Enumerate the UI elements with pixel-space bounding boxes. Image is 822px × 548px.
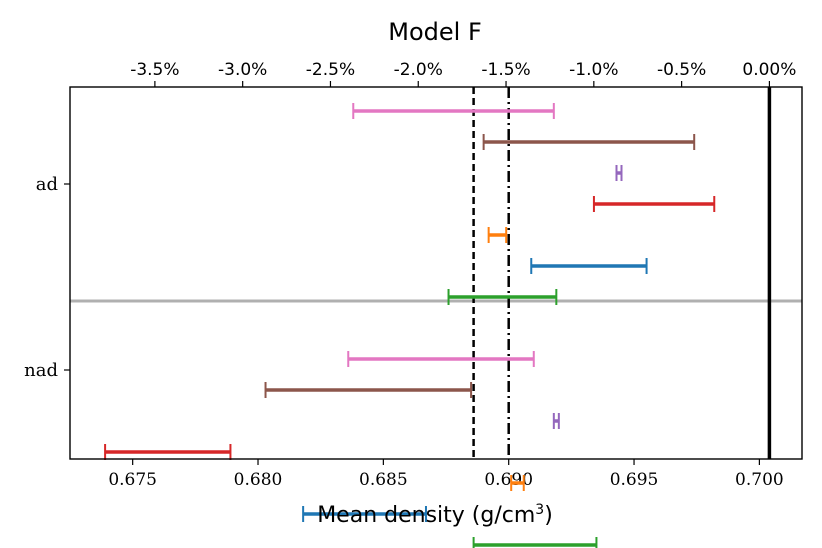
interval-ad-3: [592, 196, 716, 212]
y-tick-label-ad: ad: [36, 174, 58, 195]
interval-nad-11: [510, 475, 525, 491]
reference-lines: [70, 87, 802, 459]
bottom-tick-label: 0.685: [359, 470, 408, 490]
y-axis: ad nad: [24, 174, 70, 381]
x-axis-label-sup: 3: [535, 502, 544, 518]
interval-series: [104, 103, 716, 548]
plot-frame: [69, 86, 803, 460]
top-tick-label: -2.0%: [394, 60, 443, 80]
interval-ad-1: [482, 134, 696, 150]
interval-ad-0: [352, 103, 555, 119]
interval-nad-13: [472, 537, 598, 548]
interval-nad-12: [302, 506, 427, 522]
bottom-axis: 0.675 0.680 0.685 0.690 0.695 0.700: [108, 459, 784, 490]
x-axis-label-main: Mean density (g/cm: [317, 503, 535, 528]
chart-title: Model F: [388, 18, 482, 46]
interval-nad-10: [104, 444, 232, 460]
interval-nad-7: [347, 351, 535, 367]
bottom-tick-label: 0.675: [108, 470, 157, 490]
x-axis-label: Mean density (g/cm3): [317, 502, 553, 528]
top-tick-label: -3.5%: [130, 60, 179, 80]
top-tick-label: -3.0%: [218, 60, 267, 80]
bottom-tick-label: 0.695: [610, 470, 659, 490]
interval-ad-6: [447, 289, 558, 305]
y-tick-label-nad: nad: [24, 360, 58, 381]
bottom-tick-label: 0.690: [484, 470, 533, 490]
top-tick-label: -1.0%: [569, 60, 618, 80]
bottom-tick-label: 0.700: [735, 470, 784, 490]
interval-ad-2: [615, 165, 623, 181]
top-tick-label: -1.5%: [481, 60, 530, 80]
top-tick-label: -2.5%: [306, 60, 355, 80]
x-axis-label-suffix: ): [544, 503, 553, 528]
top-axis: -3.5% -3.0% -2.5% -2.0% -1.5% -1.0% -0.5% 0.00%: [130, 60, 796, 87]
top-tick-label: -0.5%: [657, 60, 706, 80]
interval-ad-5: [530, 258, 648, 274]
interval-nad-8: [264, 382, 473, 398]
top-tick-label: 0.00%: [742, 60, 796, 80]
bottom-tick-label: 0.680: [234, 470, 283, 490]
interval-ad-4: [487, 227, 508, 243]
interval-nad-9: [552, 413, 560, 429]
